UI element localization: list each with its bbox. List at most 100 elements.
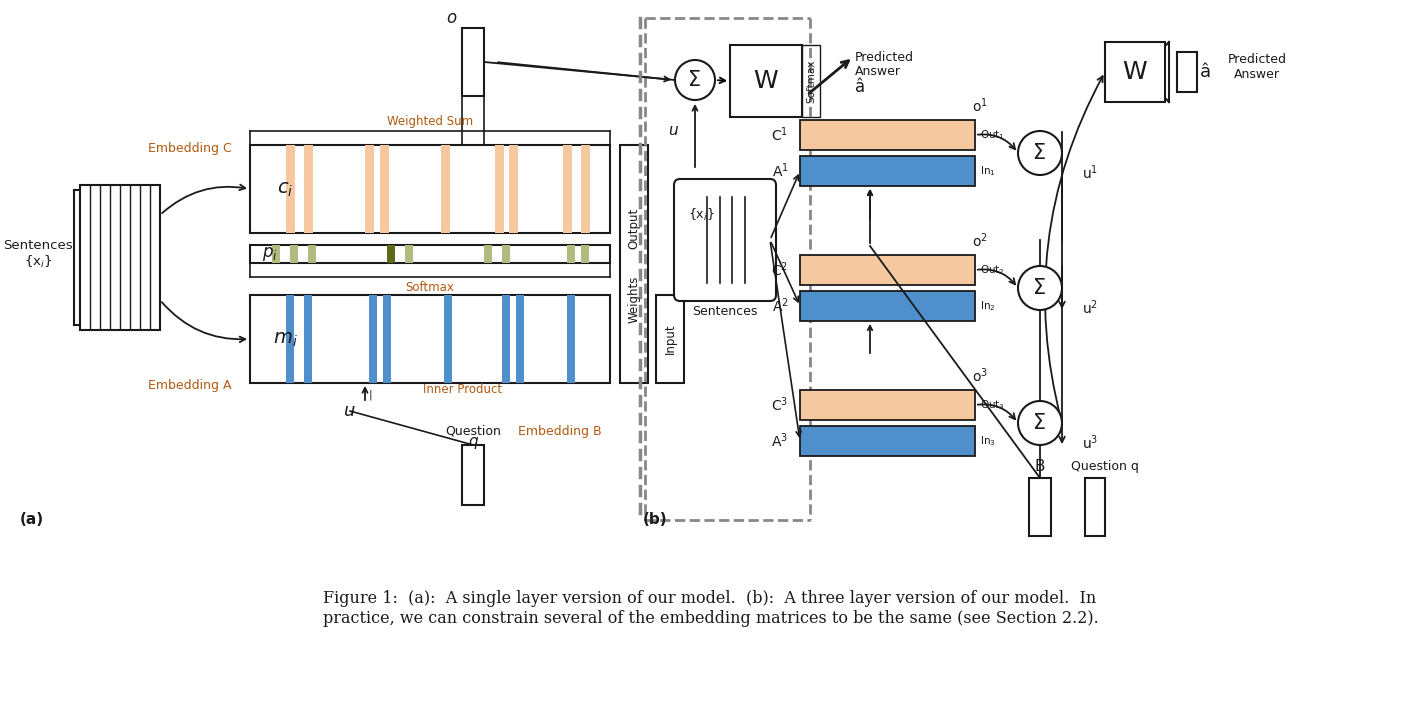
Text: c$_i$: c$_i$ xyxy=(277,180,293,199)
Bar xyxy=(502,245,510,263)
Bar xyxy=(250,295,610,383)
Text: m$_i$: m$_i$ xyxy=(273,329,297,349)
Text: u: u xyxy=(344,402,356,420)
Bar xyxy=(801,255,975,285)
Bar xyxy=(462,445,485,505)
Bar xyxy=(304,295,311,383)
Text: Sentences: Sentences xyxy=(693,304,758,318)
Bar xyxy=(516,295,525,383)
Text: Out$_3$: Out$_3$ xyxy=(980,398,1005,412)
Text: Softmax: Softmax xyxy=(806,59,816,103)
Text: W: W xyxy=(1122,60,1148,84)
Bar xyxy=(380,145,388,233)
Text: Out$_1$: Out$_1$ xyxy=(980,128,1005,142)
Circle shape xyxy=(675,60,715,100)
Bar xyxy=(405,245,412,263)
Text: Σ: Σ xyxy=(1034,278,1047,298)
Text: (b): (b) xyxy=(643,513,667,528)
Text: Question: Question xyxy=(445,425,501,437)
Circle shape xyxy=(1018,266,1062,310)
Text: Out$_2$: Out$_2$ xyxy=(980,263,1005,277)
Bar xyxy=(801,120,975,150)
Text: â: â xyxy=(1199,63,1210,81)
Text: u$^3$: u$^3$ xyxy=(1082,434,1098,452)
Text: In$_2$: In$_2$ xyxy=(980,299,995,313)
Text: o$^3$: o$^3$ xyxy=(973,367,988,385)
Bar xyxy=(286,295,294,383)
Bar xyxy=(567,295,574,383)
Text: C$^3$: C$^3$ xyxy=(771,396,789,414)
Bar xyxy=(563,145,572,233)
Text: C$^2$: C$^2$ xyxy=(772,261,789,279)
Bar xyxy=(445,295,452,383)
Text: (a): (a) xyxy=(20,513,44,528)
Bar xyxy=(368,295,377,383)
Text: A$^1$: A$^1$ xyxy=(772,162,788,181)
Bar xyxy=(801,291,975,321)
Bar xyxy=(1177,52,1197,92)
Text: u: u xyxy=(668,123,678,138)
Text: u$^1$: u$^1$ xyxy=(1082,164,1098,182)
Text: Sentences: Sentences xyxy=(3,239,73,252)
Bar xyxy=(620,145,648,383)
FancyBboxPatch shape xyxy=(674,179,776,301)
Text: |: | xyxy=(368,390,371,400)
Text: Weights: Weights xyxy=(627,276,640,323)
Text: Predicted
Answer: Predicted Answer xyxy=(1227,53,1287,81)
Bar xyxy=(582,245,589,263)
Bar xyxy=(250,145,610,233)
Text: Weighted Sum: Weighted Sum xyxy=(387,115,474,128)
Text: Inner Product: Inner Product xyxy=(422,383,502,396)
Bar xyxy=(729,45,802,117)
Text: p$_i$: p$_i$ xyxy=(262,245,277,263)
Bar xyxy=(304,145,313,233)
Bar xyxy=(387,245,395,263)
Bar xyxy=(441,145,449,233)
Text: Σ: Σ xyxy=(1034,143,1047,163)
Text: C$^1$: C$^1$ xyxy=(772,125,789,144)
Bar xyxy=(801,426,975,456)
Bar xyxy=(250,245,610,263)
Bar xyxy=(656,295,684,383)
Text: Figure 1:  (a):  A single layer version of our model.  (b):  A three layer versi: Figure 1: (a): A single layer version of… xyxy=(323,590,1099,626)
Text: B: B xyxy=(1035,458,1045,473)
Bar xyxy=(502,295,510,383)
Text: W: W xyxy=(754,69,778,93)
Text: In$_1$: In$_1$ xyxy=(980,164,995,178)
Bar xyxy=(1030,478,1051,536)
Text: o$^1$: o$^1$ xyxy=(973,96,988,115)
Bar xyxy=(80,185,161,330)
Text: Answer: Answer xyxy=(855,65,902,78)
Text: Question q: Question q xyxy=(1071,460,1139,473)
Bar xyxy=(495,145,503,233)
Bar xyxy=(383,295,391,383)
Text: Predicted: Predicted xyxy=(855,51,914,64)
Bar xyxy=(365,145,374,233)
Bar xyxy=(801,156,975,186)
Bar xyxy=(290,245,297,263)
Bar xyxy=(801,390,975,420)
Bar xyxy=(483,245,492,263)
Text: Σ: Σ xyxy=(688,70,701,90)
Bar xyxy=(462,28,485,96)
Text: Embedding C: Embedding C xyxy=(148,141,232,154)
Text: Input: Input xyxy=(664,323,677,355)
Text: o$^2$: o$^2$ xyxy=(973,232,988,250)
Text: o: o xyxy=(447,9,456,27)
Bar xyxy=(802,45,820,117)
Bar xyxy=(272,245,280,263)
Bar xyxy=(1105,42,1165,102)
Text: Embedding A: Embedding A xyxy=(148,378,232,392)
Bar xyxy=(582,145,590,233)
Text: A$^3$: A$^3$ xyxy=(772,431,789,450)
Text: u$^2$: u$^2$ xyxy=(1082,299,1098,318)
Bar xyxy=(567,245,574,263)
Text: A$^2$: A$^2$ xyxy=(772,297,788,315)
Text: Softmax: Softmax xyxy=(405,281,455,294)
Text: {x$_i$}: {x$_i$} xyxy=(24,254,53,270)
Bar xyxy=(286,145,294,233)
Bar xyxy=(509,145,518,233)
Text: In$_3$: In$_3$ xyxy=(980,434,995,448)
Text: Σ: Σ xyxy=(1034,413,1047,433)
Bar xyxy=(307,245,316,263)
